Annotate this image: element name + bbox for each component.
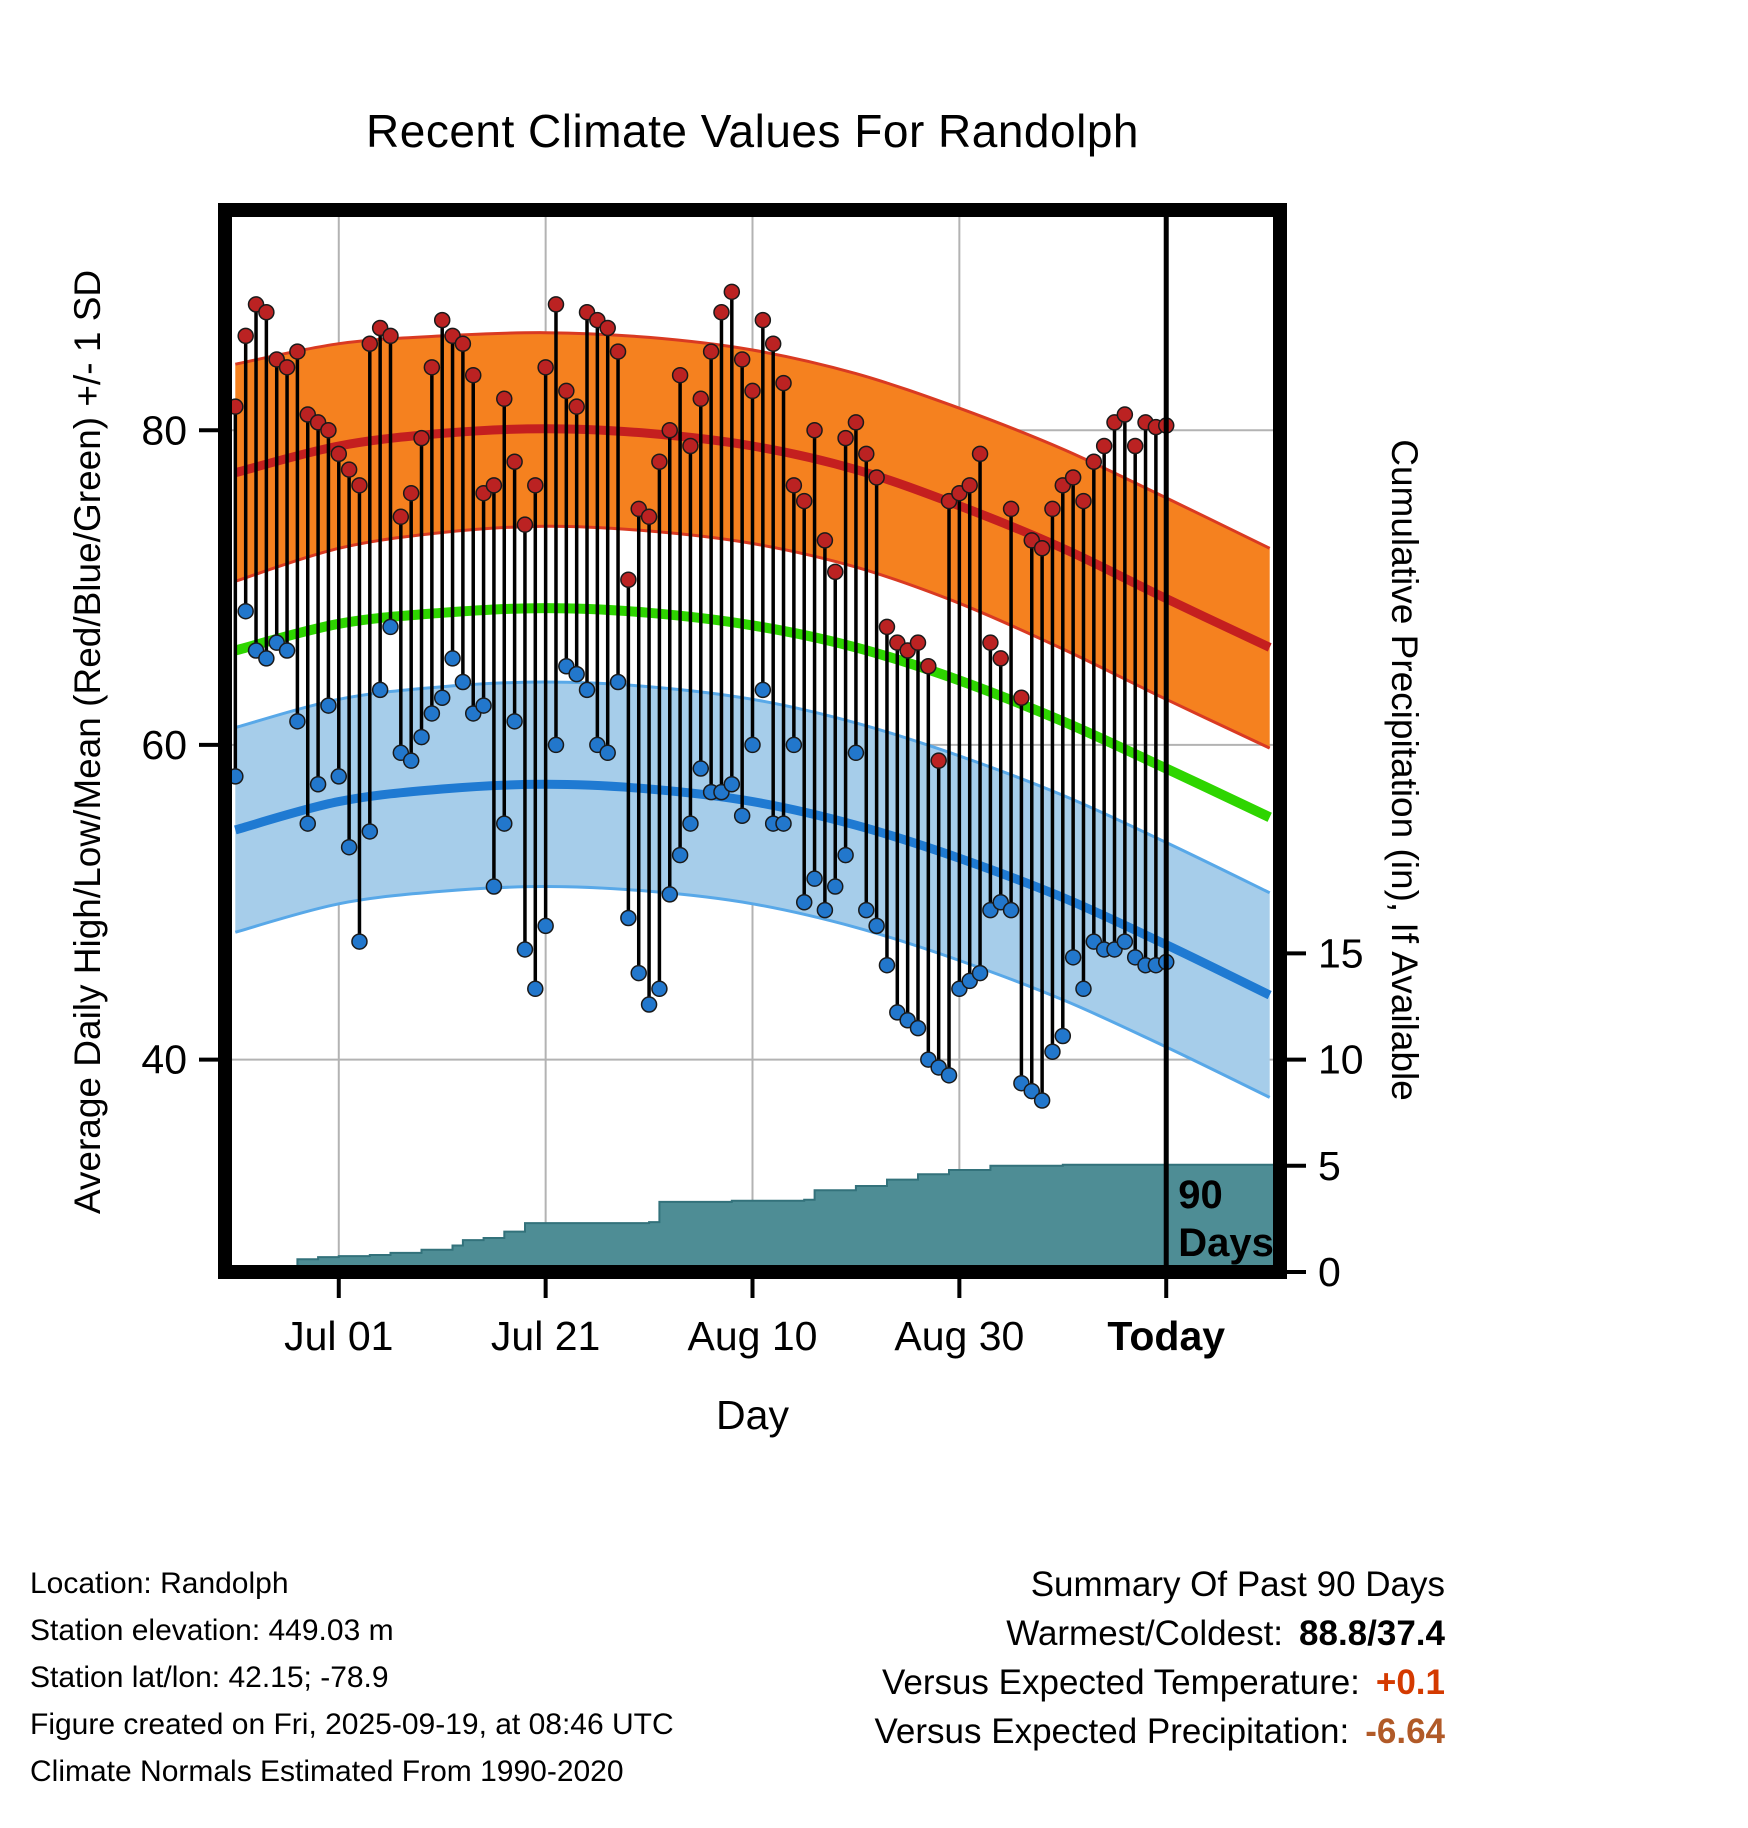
svg-text:5: 5 — [1318, 1143, 1341, 1189]
station-info-line: Station elevation: 449.03 m — [30, 1614, 394, 1647]
svg-text:90: 90 — [1178, 1173, 1223, 1217]
summary-row-label: Versus Expected Temperature: — [881, 1663, 1360, 1702]
summary-panel: Summary Of Past 90 Days Warmest/Coldest:… — [875, 1560, 1446, 1756]
summary-row-label: Warmest/Coldest: — [1006, 1614, 1284, 1653]
axis-ticks: Jul 01 Jul 21 Aug 10 Aug 30 Today 40 60 80 0 5 10 1… — [141, 407, 1363, 1359]
svg-text:60: 60 — [141, 722, 187, 768]
svg-text:80: 80 — [141, 407, 187, 453]
right-axis-label: Cumulative Precipitation (in), If Availa… — [1384, 439, 1425, 1101]
svg-text:Jul 21: Jul 21 — [491, 1313, 600, 1359]
svg-text:40: 40 — [141, 1037, 187, 1083]
summary-row: Versus Expected Temperature: +0.1 — [875, 1658, 1445, 1707]
summary-row-value: 88.8/37.4 — [1299, 1614, 1445, 1653]
svg-text:10: 10 — [1318, 1037, 1364, 1083]
summary-title: Summary Of Past 90 Days — [1030, 1565, 1445, 1604]
station-info-line: Climate Normals Estimated From 1990-2020 — [30, 1755, 624, 1788]
svg-text:Days: Days — [1178, 1221, 1274, 1265]
station-info: Location: Randolph Station elevation: 44… — [30, 1560, 674, 1795]
summary-row-label: Versus Expected Precipitation: — [874, 1712, 1350, 1751]
summary-row-value: -6.64 — [1365, 1712, 1445, 1751]
svg-text:Today: Today — [1107, 1313, 1225, 1359]
cumulative-precip-area — [225, 1163, 1281, 1273]
chart-title: Recent Climate Values For Randolph — [366, 105, 1139, 157]
summary-row-value: +0.1 — [1375, 1663, 1445, 1702]
svg-text:Jul 01: Jul 01 — [284, 1313, 393, 1359]
station-info-line: Location: Randolph — [30, 1567, 289, 1600]
summary-row: Warmest/Coldest: 88.8/37.4 — [875, 1609, 1445, 1658]
svg-text:0: 0 — [1318, 1249, 1341, 1295]
x-axis-label: Day — [716, 1392, 789, 1438]
svg-text:Aug 10: Aug 10 — [688, 1313, 818, 1359]
station-info-line: Figure created on Fri, 2025-09-19, at 08… — [30, 1708, 674, 1741]
plot-border — [218, 203, 1287, 1279]
summary-row: Versus Expected Precipitation: -6.64 — [875, 1707, 1446, 1756]
station-info-line: Station lat/lon: 42.15; -78.9 — [30, 1661, 389, 1694]
daily-high-low-bars — [227, 283, 1175, 1109]
left-axis-label: Average Daily High/Low/Mean (Red/Blue/Gr… — [67, 269, 108, 1215]
svg-text:15: 15 — [1318, 930, 1364, 976]
svg-text:Aug 30: Aug 30 — [894, 1313, 1024, 1359]
